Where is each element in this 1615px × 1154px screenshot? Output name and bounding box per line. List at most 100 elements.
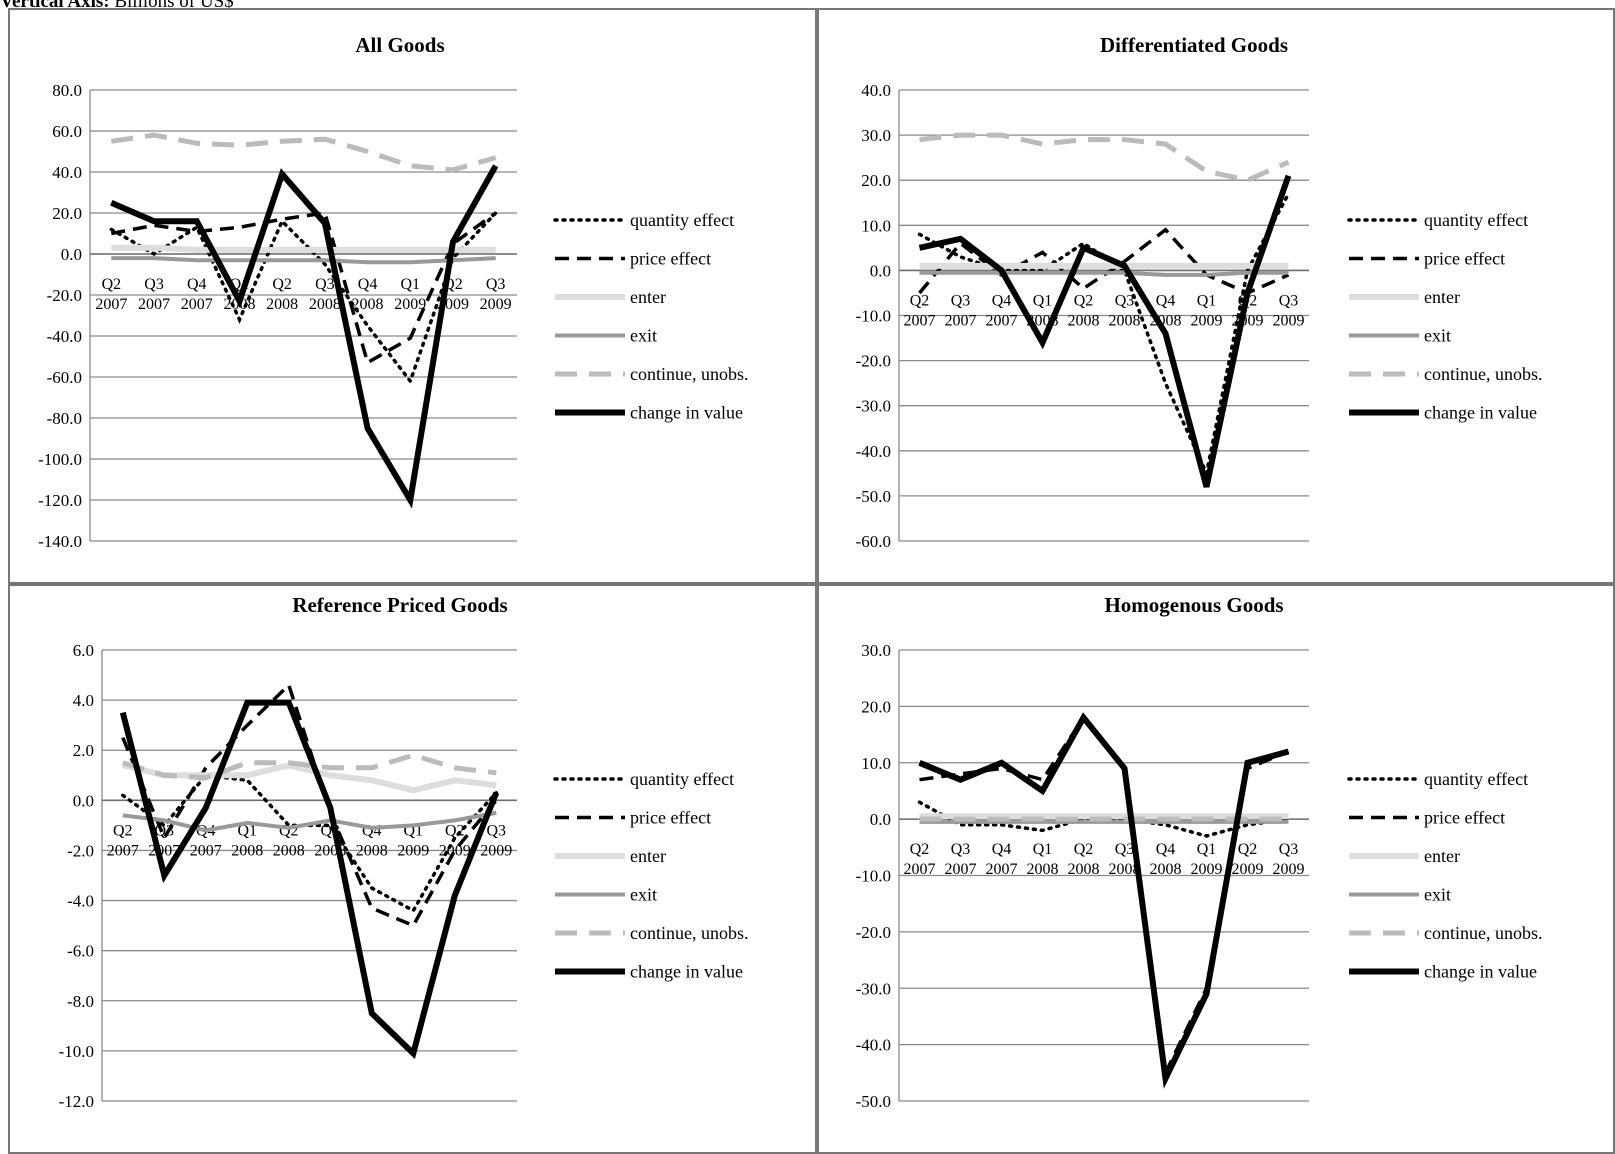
y-tick-label: -40.0: [856, 1036, 891, 1055]
x-tick-quarter: Q2: [445, 822, 465, 839]
x-tick-year: 2008: [273, 842, 305, 859]
x-tick-year: 2009: [1232, 861, 1264, 878]
chart-title: Homogenous Goods: [1104, 593, 1283, 617]
x-tick-year: 2009: [394, 296, 426, 313]
y-tick-label: 2.0: [73, 741, 94, 760]
y-tick-label: 20.0: [52, 204, 82, 223]
x-tick-year: 2008: [266, 296, 298, 313]
x-tick-quarter: Q3: [951, 841, 971, 858]
y-tick-label: 4.0: [73, 691, 94, 710]
series-line-enter: [111, 244, 496, 253]
chart-differentiated-goods: Differentiated Goods -60.0 -50.0 -40.0 -30.0…: [856, 33, 1543, 551]
x-tick-quarter: Q4: [992, 292, 1012, 309]
y-tick-label: -50.0: [856, 1092, 891, 1111]
y-tick-label: -40.0: [47, 327, 82, 346]
x-tick-year: 2007: [945, 861, 977, 878]
x-tick-year: 2008: [1068, 861, 1100, 878]
x-tick-quarter: Q2: [102, 276, 122, 293]
series-line-price-effect: [918, 227, 1290, 295]
y-tick-label: 40.0: [861, 81, 891, 100]
x-tick-quarter: Q1: [1033, 841, 1053, 858]
y-tick-label: -50.0: [856, 487, 891, 506]
x-tick-quarter: Q3: [486, 822, 506, 839]
y-tick-label: -4.0: [67, 892, 94, 911]
y-tick-label: -40.0: [856, 442, 891, 461]
y-tick-label: -2.0: [67, 841, 94, 860]
x-tick-quarter: Q1: [237, 822, 257, 839]
x-tick-quarter: Q2: [1074, 292, 1094, 309]
x-tick-year: 2009: [1191, 312, 1223, 329]
legend-label-continue-unobs: continue, unobs.: [630, 923, 749, 943]
x-tick-year: 2009: [480, 842, 512, 859]
panel-homogenous-goods: Homogenous Goods -50.0 -40.0 -30.0 -20.0 -10.…: [817, 584, 1615, 1154]
x-tick-year: 2008: [356, 842, 388, 859]
y-tick-label: -30.0: [856, 979, 891, 998]
legend-label-enter: enter: [1424, 287, 1460, 307]
series-line-price-effect: [121, 681, 498, 928]
legend-label-enter: enter: [1424, 846, 1460, 866]
panel-reference-priced-goods: Reference Priced Goods -12.0 -10.0 -8.0 -6.0…: [8, 584, 817, 1154]
legend-label-change-in-value: change in value: [1424, 403, 1537, 423]
legend-label-exit: exit: [1424, 326, 1451, 346]
y-tick-label: 0.0: [73, 791, 94, 810]
x-tick-year: 2007: [986, 861, 1018, 878]
legend-label-exit: exit: [630, 885, 657, 905]
x-tick-year: 2007: [190, 842, 222, 859]
x-tick-quarter: Q3: [1279, 292, 1299, 309]
y-tick-label: 20.0: [861, 697, 891, 716]
x-tick-year: 2007: [904, 861, 936, 878]
y-tick-label: -120.0: [38, 491, 82, 510]
x-tick-year: 2009: [439, 842, 471, 859]
y-tick-label: -10.0: [856, 867, 891, 886]
x-tick-year: 2007: [181, 296, 213, 313]
y-tick-label: -20.0: [856, 352, 891, 371]
chart-reference-priced-goods: Reference Priced Goods -12.0 -10.0 -8.0 -6.0…: [59, 593, 749, 1111]
x-tick-year: 2008: [1109, 312, 1141, 329]
legend-label-change-in-value: change in value: [630, 962, 743, 982]
y-tick-label: 60.0: [52, 122, 82, 141]
chart-title: All Goods: [355, 33, 444, 57]
series-line-continue-unobs: [919, 132, 1290, 183]
legend-label-quantity-effect: quantity effect: [1424, 769, 1528, 789]
y-tick-label: 10.0: [861, 754, 891, 773]
series-line-continue-unobs: [122, 752, 497, 781]
panel-differentiated-goods: Differentiated Goods -60.0 -50.0 -40.0 -30.0…: [817, 8, 1615, 584]
series-line-exit: [919, 270, 1289, 277]
y-tick-label: 6.0: [73, 641, 94, 660]
x-tick-quarter: Q1: [400, 276, 420, 293]
x-tick-year: 2009: [480, 296, 512, 313]
series-line-exit: [122, 810, 497, 833]
series-line-quantity-effect: [917, 191, 1291, 479]
x-tick-quarter: Q2: [113, 822, 133, 839]
y-tick-label: 0.0: [870, 261, 891, 280]
x-tick-quarter: Q1: [1197, 841, 1217, 858]
x-tick-year: 2009: [1191, 861, 1223, 878]
y-tick-label: -20.0: [856, 923, 891, 942]
x-tick-year: 2009: [1273, 312, 1305, 329]
x-tick-year: 2008: [1027, 861, 1059, 878]
x-tick-quarter: Q2: [272, 276, 292, 293]
x-tick-year: 2008: [231, 842, 263, 859]
y-tick-label: 40.0: [52, 163, 82, 182]
x-tick-year: 2007: [945, 312, 977, 329]
x-tick-year: 2008: [352, 296, 384, 313]
legend-label-price-effect: price effect: [1424, 249, 1505, 269]
legend-label-exit: exit: [630, 326, 657, 346]
y-tick-label: 80.0: [52, 81, 82, 100]
x-tick-year: 2007: [95, 296, 127, 313]
chart-title: Differentiated Goods: [1100, 33, 1288, 57]
series-line-enter: [122, 762, 497, 794]
y-tick-label: -20.0: [47, 286, 82, 305]
series-line-change-in-value: [119, 699, 500, 1060]
x-tick-quarter: Q4: [992, 841, 1012, 858]
y-tick-label: -10.0: [856, 307, 891, 326]
x-tick-quarter: Q1: [1197, 292, 1217, 309]
y-tick-label: 20.0: [861, 171, 891, 190]
x-tick-year: 2008: [309, 296, 341, 313]
x-tick-year: 2007: [107, 842, 139, 859]
y-tick-label: -10.0: [59, 1042, 94, 1061]
x-tick-year: 2009: [1273, 861, 1305, 878]
legend-label-continue-unobs: continue, unobs.: [630, 364, 749, 384]
x-tick-year: 2007: [986, 312, 1018, 329]
series-line-exit: [111, 256, 496, 265]
